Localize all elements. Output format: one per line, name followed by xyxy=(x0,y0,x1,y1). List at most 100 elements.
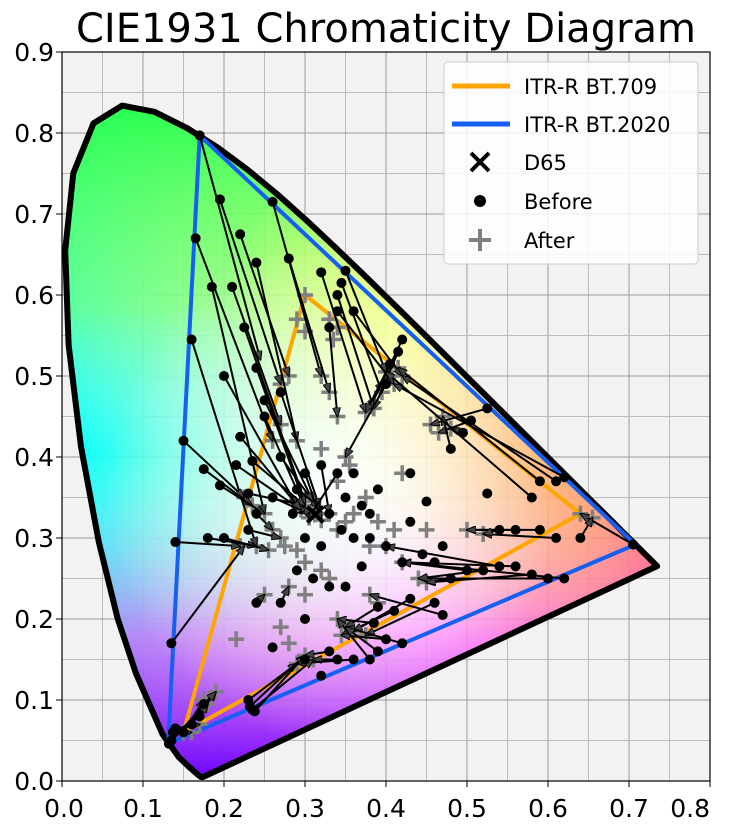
before-point xyxy=(405,593,416,604)
before-point xyxy=(251,257,262,268)
before-point xyxy=(251,508,262,519)
before-point xyxy=(259,411,270,422)
before-point xyxy=(194,711,205,722)
before-point xyxy=(393,346,404,357)
x-tick-label: 0.0 xyxy=(44,794,84,823)
before-point xyxy=(316,460,327,471)
before-point xyxy=(364,533,375,543)
legend-box xyxy=(443,61,699,265)
shift-arrow xyxy=(394,384,565,479)
before-point xyxy=(247,456,258,467)
before-point xyxy=(437,609,448,620)
before-point xyxy=(429,557,440,568)
shift-arrow xyxy=(248,528,280,538)
before-point xyxy=(251,362,262,373)
shift-arrow xyxy=(170,546,244,644)
before-point xyxy=(198,699,209,710)
before-point xyxy=(526,569,537,580)
before-point xyxy=(163,738,174,749)
after-point xyxy=(297,554,313,571)
before-point xyxy=(251,597,262,608)
legend-label-after: After xyxy=(524,229,575,253)
before-point xyxy=(437,541,448,552)
before-point xyxy=(559,573,570,584)
before-point xyxy=(235,431,246,442)
shift-arrow xyxy=(198,135,261,359)
before-point xyxy=(482,488,493,499)
shift-arrow xyxy=(175,541,240,546)
before-point xyxy=(219,533,229,543)
after-point xyxy=(297,586,313,603)
before-point xyxy=(332,306,343,317)
before-point xyxy=(372,601,383,612)
before-point xyxy=(510,524,521,535)
before-point xyxy=(235,229,246,240)
after-point xyxy=(418,521,435,538)
shift-arrow xyxy=(366,601,436,635)
before-point xyxy=(167,727,178,738)
shift-arrow xyxy=(223,375,297,506)
before-points xyxy=(163,130,639,749)
legend: ITR-R BT.709 ITR-R BT.2020 D65 Before Af… xyxy=(443,61,699,265)
shift-arrow xyxy=(255,262,297,441)
shift-arrow xyxy=(182,440,245,498)
chart-title: CIE1931 Chromaticity Diagram xyxy=(76,6,696,52)
before-point xyxy=(166,638,177,649)
after-point xyxy=(313,440,330,457)
shift-arrow xyxy=(194,237,273,440)
before-point xyxy=(397,334,408,345)
after-point xyxy=(345,505,362,522)
after-point xyxy=(325,331,342,348)
before-point xyxy=(466,415,477,426)
after-point xyxy=(280,635,297,652)
shift-arrow xyxy=(328,327,337,416)
before-point xyxy=(267,196,278,207)
y-tick-label: 0.1 xyxy=(14,686,54,715)
before-point xyxy=(300,533,310,543)
legend-marker-after xyxy=(469,229,491,251)
before-point xyxy=(190,233,201,244)
before-point xyxy=(275,452,286,462)
before-point xyxy=(332,468,343,479)
before-point xyxy=(186,334,197,345)
shift-arrow xyxy=(346,627,379,653)
before-point xyxy=(381,379,391,390)
before-point xyxy=(628,539,639,550)
shift-arrow xyxy=(249,655,305,708)
x-tick-label: 0.2 xyxy=(204,794,244,823)
before-point xyxy=(534,476,545,487)
spectral-locus-outline xyxy=(62,102,661,781)
before-point xyxy=(462,565,472,576)
before-point xyxy=(575,533,586,543)
x-tick-label: 0.3 xyxy=(285,794,325,823)
before-point xyxy=(551,476,562,487)
y-tick-label: 0.9 xyxy=(14,38,54,67)
after-point xyxy=(313,562,330,579)
x-tick-label: 0.6 xyxy=(528,794,568,823)
d65-stroke-b xyxy=(305,505,325,524)
before-point xyxy=(494,524,505,535)
shift-arrow xyxy=(427,573,532,582)
before-point xyxy=(231,460,242,471)
before-point xyxy=(336,277,347,288)
before-point xyxy=(336,524,347,535)
before-point xyxy=(348,468,359,479)
before-point xyxy=(482,403,493,414)
before-point xyxy=(259,395,270,406)
before-point xyxy=(316,541,327,552)
before-point xyxy=(291,565,302,576)
x-tick-label: 0.5 xyxy=(447,794,487,823)
before-point xyxy=(324,581,335,592)
before-point xyxy=(348,306,359,317)
before-point xyxy=(534,524,545,535)
before-point xyxy=(198,464,209,475)
before-point xyxy=(178,727,189,738)
before-point xyxy=(397,557,408,568)
shift-arrow xyxy=(346,606,379,627)
before-point xyxy=(457,427,468,438)
before-point xyxy=(364,654,375,665)
legend-label-bt2020: ITR-R BT.2020 xyxy=(524,113,670,137)
before-point xyxy=(324,322,335,333)
before-point xyxy=(381,634,391,645)
before-point xyxy=(291,484,302,495)
